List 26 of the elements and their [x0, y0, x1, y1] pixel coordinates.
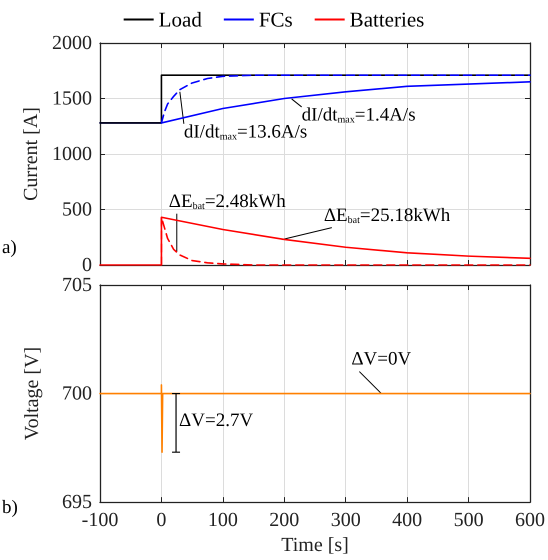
y-axis-title: Current [A] [20, 107, 42, 201]
y-tick-label: 705 [62, 274, 92, 296]
x-tick-label: 200 [269, 509, 300, 532]
legend-label: Load [158, 8, 202, 32]
legend-label: FCs [258, 8, 293, 32]
legend-label: Batteries [350, 8, 424, 32]
y-tick-label: 0 [82, 254, 92, 276]
annotation: ΔEbat=2.48kWh [168, 191, 286, 212]
y-axis-title: Voltage [V] [21, 346, 43, 440]
x-tick-label: 100 [208, 509, 238, 532]
text: a) [2, 237, 17, 258]
y-tick-label: 500 [62, 198, 92, 220]
y-tick-label: 700 [62, 382, 92, 405]
annotation: ΔEbat=25.18kWh [324, 205, 451, 226]
annotation: ΔV=2.7V [179, 410, 254, 431]
text: b) [2, 497, 18, 518]
x-axis-title: Time [s] [281, 534, 349, 556]
y-tick-label: 1000 [52, 143, 92, 165]
y-tick-label: 2000 [52, 32, 92, 54]
x-tick-label: 600 [515, 509, 545, 532]
x-tick-label: 400 [392, 509, 422, 532]
annotation: ΔV=0V [351, 348, 412, 370]
x-tick-label: 300 [330, 509, 361, 532]
x-tick-label: 500 [454, 509, 484, 532]
y-tick-label: 1500 [52, 88, 92, 110]
x-tick-label: 0 [156, 509, 166, 532]
